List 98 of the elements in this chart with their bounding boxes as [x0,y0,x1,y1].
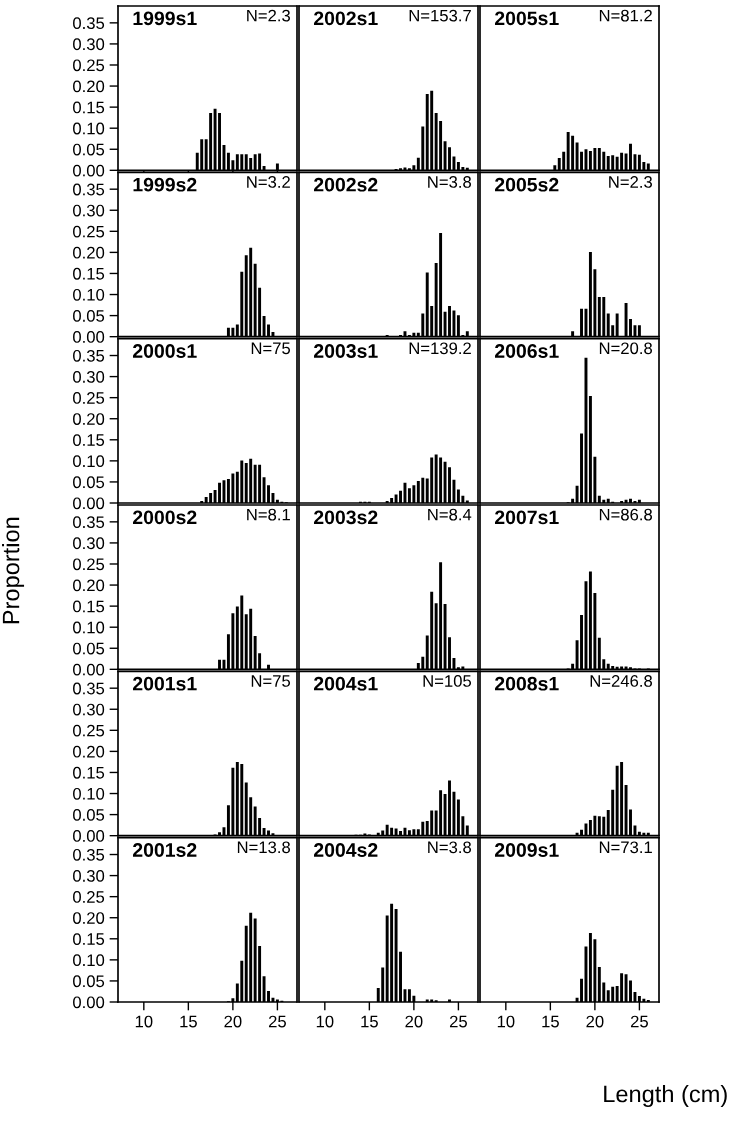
y-tick-label: 0.35 [73,17,105,30]
x-tick-label: 25 [449,1015,467,1028]
y-tick-label: 0.10 [73,621,105,634]
y-tick-label: 0.15 [73,267,105,280]
y-tick-label: 0.00 [73,996,105,1009]
annotation: N=105 [423,675,472,687]
annotation: N=8.1 [247,508,290,521]
chart-title: 2003s2 [313,510,378,525]
chart-title: 2000s2 [132,510,197,525]
chart-title: 1999s1 [133,11,197,26]
y-tick-label: 0.30 [73,703,105,716]
chart-title: 2004s1 [313,676,378,691]
y-tick-label: 0.00 [73,164,105,177]
annotation: N=246.8 [590,675,653,687]
x-axis-title: Length (cm) [604,1084,727,1107]
chart-title: 2008s1 [494,676,559,691]
annotation: N=153.7 [409,9,471,22]
y-tick-label: 0.25 [73,558,105,571]
y-tick-label: 0.25 [73,392,105,404]
y-tick-label: 0.20 [73,246,105,259]
x-tick-label: 25 [630,1015,648,1028]
x-tick-label: 15 [180,1015,197,1028]
y-tick-label: 0.10 [73,954,105,967]
chart-title: 2007s1 [494,510,559,525]
annotation: N=8.4 [428,508,472,521]
y-tick-label: 0.15 [73,933,105,945]
annotation: N=86.8 [599,508,653,521]
y-tick-label: 0.15 [73,600,105,613]
annotation: N=2.3 [247,9,290,22]
annotation: N=13.8 [237,841,291,854]
y-tick-label: 0.30 [73,869,105,882]
y-tick-label: 0.05 [73,642,105,655]
chart-title: 2003s1 [313,344,378,358]
x-tick-label: 15 [542,1015,559,1028]
y-tick-label: 0.10 [73,122,105,135]
annotation: N=2.3 [609,176,652,188]
chart-title: 2002s2 [313,177,378,192]
chart-title: 2004s2 [313,843,378,857]
chart-title: 2005s1 [494,11,559,26]
annotation: N=139.2 [409,342,471,355]
chart-title: 2001s1 [132,676,197,691]
x-tick-label: 10 [135,1015,153,1028]
x-tick-label: 20 [586,1015,604,1028]
y-tick-label: 0.20 [73,80,105,93]
chart-title: 2001s2 [132,843,197,857]
y-tick-label: 0.35 [73,349,105,362]
y-tick-label: 0.35 [73,682,105,695]
y-tick-label: 0.05 [73,975,105,988]
y-tick-label: 0.30 [73,38,105,51]
annotation: N=3.8 [428,176,472,188]
y-tick-label: 0.20 [73,579,105,592]
y-tick-label: 0.35 [73,848,105,861]
chart-title: 2009s1 [494,843,559,857]
y-tick-label: 0.10 [73,288,105,301]
y-tick-label: 0.05 [73,809,105,821]
y-tick-label: 0.00 [73,331,105,343]
x-tick-label: 25 [268,1015,286,1028]
annotation: N=20.8 [599,342,653,355]
x-tick-label: 20 [224,1015,242,1028]
y-tick-label: 0.35 [73,183,105,196]
x-tick-label: 15 [361,1015,378,1028]
y-tick-label: 0.00 [73,830,105,842]
x-tick-label: 10 [497,1015,515,1028]
y-tick-label: 0.25 [73,724,105,737]
annotation: N=73.1 [599,841,652,854]
annotation: N=3.2 [247,176,290,188]
annotation: N=3.8 [428,841,472,854]
y-tick-label: 0.10 [73,455,105,468]
y-tick-label: 0.30 [73,370,105,383]
x-tick-label: 20 [405,1015,423,1028]
y-tick-label: 0.35 [73,516,105,529]
y-tick-label: 0.15 [73,766,105,779]
y-tick-label: 0.00 [73,497,105,510]
annotation: N=75 [251,342,291,355]
y-tick-label: 0.20 [73,413,105,425]
y-tick-label: 0.05 [73,476,105,489]
x-tick-label: 10 [316,1015,334,1028]
chart-title: 2002s1 [313,11,378,26]
y-tick-label: 0.20 [73,912,105,924]
y-tick-label: 0.30 [73,537,105,550]
y-tick-label: 0.25 [73,59,105,72]
y-axis-title: Proportion [2,517,25,624]
y-tick-label: 0.15 [73,101,105,114]
y-tick-label: 0.05 [73,310,105,322]
annotation: N=81.2 [599,9,652,22]
y-tick-label: 0.05 [73,143,105,156]
chart-title: 1999s2 [133,177,197,192]
chart-title: 2006s1 [494,344,559,358]
y-tick-label: 0.20 [73,745,105,758]
chart-title: 2005s2 [494,177,559,192]
y-tick-label: 0.25 [73,891,105,903]
y-tick-label: 0.10 [73,787,105,800]
annotation: N=75 [251,675,291,687]
y-tick-label: 0.25 [73,225,105,238]
y-tick-label: 0.15 [73,434,105,446]
y-tick-label: 0.00 [73,663,105,676]
y-tick-label: 0.30 [73,204,105,217]
chart-title: 2000s1 [132,344,197,358]
